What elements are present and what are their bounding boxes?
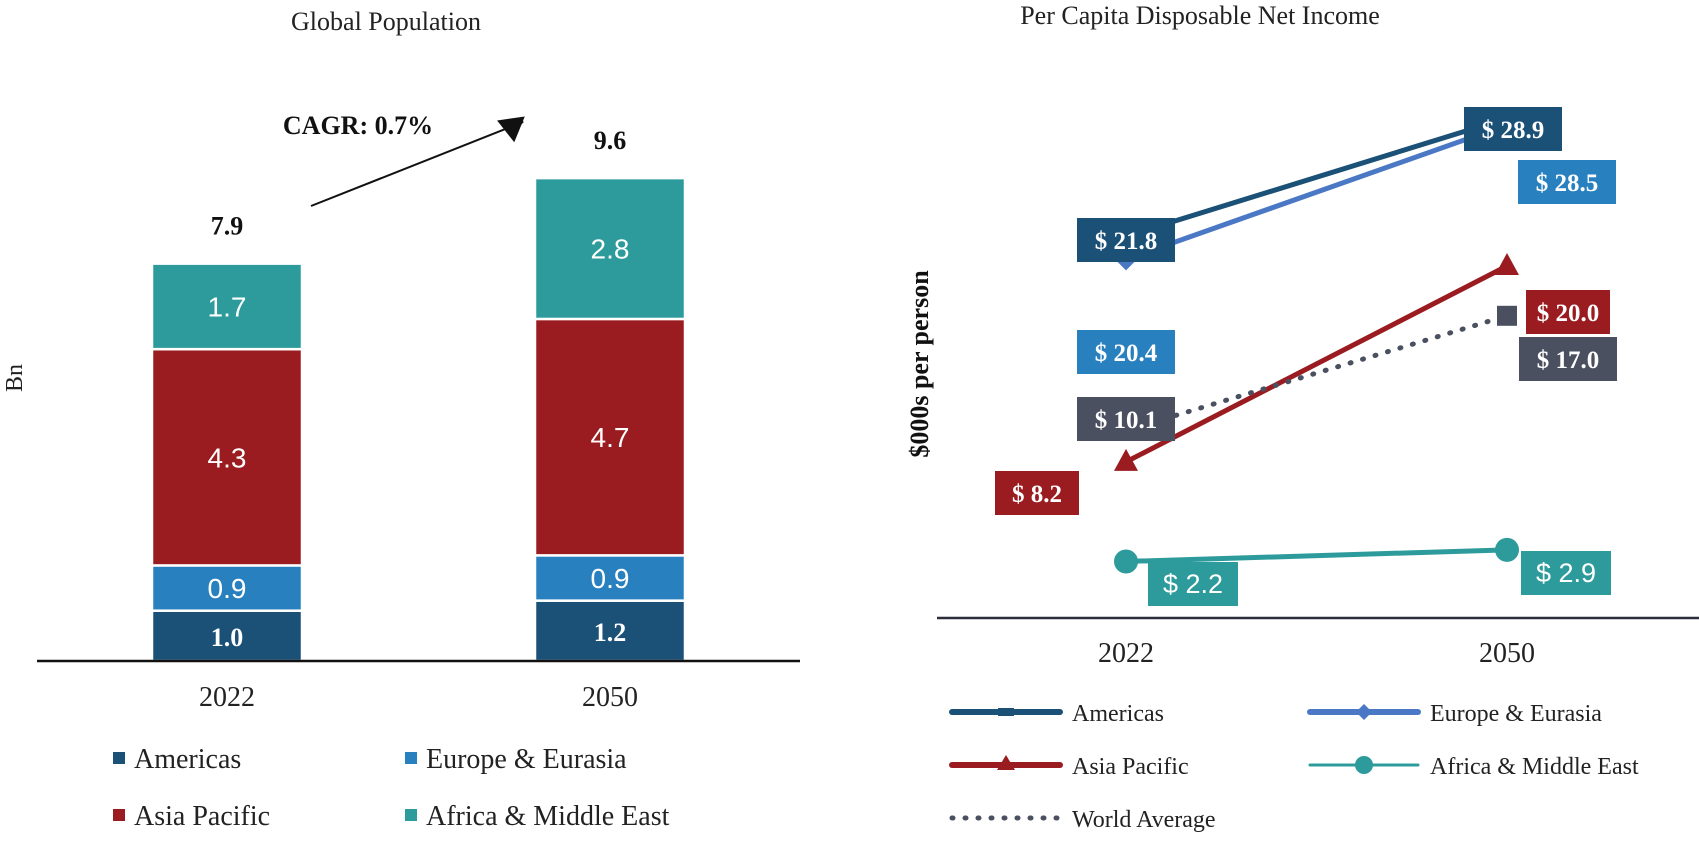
bar-total-2022: 7.9 [211,212,244,241]
legend-label-europe-and-eurasia: Europe & Eurasia [1430,701,1602,727]
population-chart: Global Population Bn 1.0 0.9 4.3 1.7 1.2 0.9 4… [2,7,800,832]
data-label-box-africa-and-middle-east-2050 [1521,551,1611,595]
cagr-arrowhead [497,116,525,143]
series-line-asia-pacific [1124,263,1509,465]
x-tick-2022: 2022 [199,682,255,713]
legend-swatch-europe-and-eurasia [405,752,417,764]
marker-asia-pacific-2050 [1495,253,1519,275]
data-label-africa-and-middle-east-2022: $ 2.2 [1163,569,1223,599]
legend-label-world-average: World Average [1072,807,1216,833]
data-label-asia-pacific-2050: $ 20.0 [1537,300,1600,327]
marker-africa-and-middle-east-2050 [1495,537,1519,562]
bar-africa-and-middle-east-2022 [150,262,304,351]
data-label-box-americas-2022 [1077,218,1175,262]
data-label-europe-and-eurasia-2022: $ 20.4 [1095,340,1158,367]
data-label-box-americas-2050 [1464,107,1562,151]
data-label-asia-pacific-2022: $ 8.2 [1012,481,1062,508]
bar-europe-and-eurasia-2050 [533,554,687,602]
series-line-africa-and-middle-east [1125,547,1508,564]
data-label-world-average-2050: $ 17.0 [1537,347,1600,374]
bar-label-africa-and-middle-east-2022: 1.7 [208,291,247,322]
bar-total-2050: 9.6 [594,126,627,155]
bar-label-africa-and-middle-east-2050: 2.8 [591,234,630,265]
cagr-arrow [310,120,524,207]
data-label-box-asia-pacific-2022 [995,471,1079,515]
legend-label-americas: Americas [1072,701,1164,727]
bar-label-europe-and-eurasia-2022: 0.9 [208,573,247,604]
legend-marker-europe-and-eurasia [1356,704,1372,720]
data-label-box-world-average-2050 [1519,337,1617,381]
bar-asia-pacific-2050 [533,317,687,557]
population-y-axis-label: Bn [2,364,28,392]
data-label-box-world-average-2022 [1077,397,1175,441]
data-label-box-europe-and-eurasia-2050 [1518,160,1616,204]
data-label-europe-and-eurasia-2050: $ 28.5 [1536,170,1599,197]
legend-label-africa-and-middle-east: Africa & Middle East [1430,754,1639,780]
bar-label-asia-pacific-2022: 4.3 [208,442,247,473]
series-line-world-average [1123,313,1510,433]
bar-label-europe-and-eurasia-2050: 0.9 [591,563,630,594]
data-label-africa-and-middle-east-2050: $ 2.9 [1536,558,1596,588]
bar-label-asia-pacific-2050: 4.7 [591,422,630,453]
legend-label-asia-pacific: Asia Pacific [134,801,270,832]
legend-label-europe-and-eurasia: Europe & Eurasia [426,744,627,775]
population-chart-title: Global Population [291,7,481,36]
series-line-americas [1125,115,1508,239]
income-chart-title: Per Capita Disposable Net Income [1020,1,1380,30]
legend-swatch-asia-pacific [113,809,125,821]
legend-marker-asia-pacific [997,755,1015,770]
data-label-box-asia-pacific-2050 [1526,290,1610,334]
legend-marker-americas [998,708,1014,716]
bar-americas-2022 [150,609,304,663]
cagr-annotation: CAGR: 0.7% [283,111,433,140]
data-label-americas-2022: $ 21.8 [1095,228,1158,255]
data-label-box-europe-and-eurasia-2022 [1077,330,1175,374]
legend-label-africa-and-middle-east: Africa & Middle East [426,801,670,832]
bar-europe-and-eurasia-2022 [150,564,304,612]
marker-africa-and-middle-east-2022 [1114,549,1138,574]
marker-world-average-2050 [1497,305,1517,326]
marker-asia-pacific-2022 [1114,448,1138,471]
bar-label-americas-2050: 1.2 [594,618,627,647]
legend-label-asia-pacific: Asia Pacific [1072,754,1189,780]
income-x-tick-2050: 2050 [1479,638,1535,669]
income-x-tick-2022: 2022 [1098,638,1154,669]
income-chart: Per Capita Disposable Net Income $000s p… [905,1,1699,833]
legend-label-americas: Americas [134,744,241,775]
legend-marker-africa-and-middle-east [1355,756,1373,774]
legend-swatch-americas [113,752,125,764]
bar-label-americas-2022: 1.0 [211,623,244,652]
series-line-europe-and-eurasia [1125,122,1508,262]
income-y-axis-label: $000s per person [905,270,934,458]
data-label-americas-2050: $ 28.9 [1482,117,1545,144]
data-label-box-africa-and-middle-east-2022 [1148,562,1238,606]
bar-africa-and-middle-east-2050 [533,176,687,321]
x-tick-2050: 2050 [582,682,638,713]
legend-swatch-africa-and-middle-east [405,809,417,821]
data-label-world-average-2022: $ 10.1 [1095,407,1158,434]
